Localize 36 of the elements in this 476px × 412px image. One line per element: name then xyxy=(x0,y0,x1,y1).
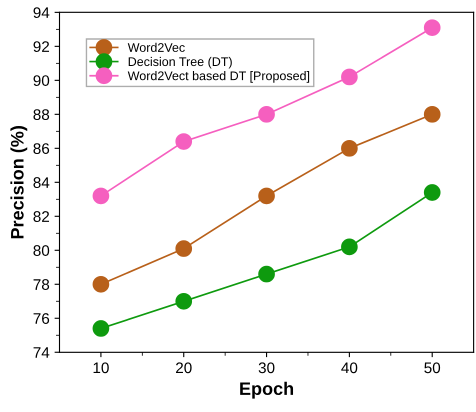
legend-label: Decision Tree (DT) xyxy=(128,56,232,69)
x-tick-label: 50 xyxy=(424,362,440,374)
point xyxy=(175,133,192,150)
point xyxy=(92,276,110,293)
point xyxy=(341,68,358,86)
y-axis-title: Precision (%) xyxy=(10,126,28,238)
y-tick-label: 92 xyxy=(34,41,50,52)
point xyxy=(175,240,192,257)
y-tick-label: 90 xyxy=(34,75,50,86)
x-tick-label: 10 xyxy=(94,362,109,374)
point xyxy=(424,19,441,36)
x-tick-label: 40 xyxy=(341,362,358,374)
point xyxy=(92,188,110,204)
y-tick-label: 88 xyxy=(33,109,50,120)
y-tick-label: 74 xyxy=(34,347,50,358)
point xyxy=(258,266,275,282)
y-tick-label: 86 xyxy=(33,143,50,154)
point xyxy=(424,184,441,201)
x-axis-title: Epoch xyxy=(240,382,294,399)
x-tick-label: 30 xyxy=(258,362,274,374)
y-tick-label: 94 xyxy=(34,7,50,18)
y-tick-label: 76 xyxy=(34,313,50,324)
point xyxy=(258,188,275,204)
legend-label: Word2Vec xyxy=(128,42,185,52)
point xyxy=(175,292,192,310)
point xyxy=(341,238,358,256)
y-tick-label: 80 xyxy=(33,245,50,256)
legend-label: Word2Vect based DT [Proposed] xyxy=(128,71,310,83)
point xyxy=(424,106,441,123)
point xyxy=(258,106,275,123)
y-tick-label: 82 xyxy=(33,211,50,222)
point xyxy=(341,140,358,157)
x-tick-label: 20 xyxy=(176,362,192,374)
y-tick-label: 84 xyxy=(33,177,50,188)
point xyxy=(92,320,110,337)
y-tick-label: 78 xyxy=(34,279,50,290)
